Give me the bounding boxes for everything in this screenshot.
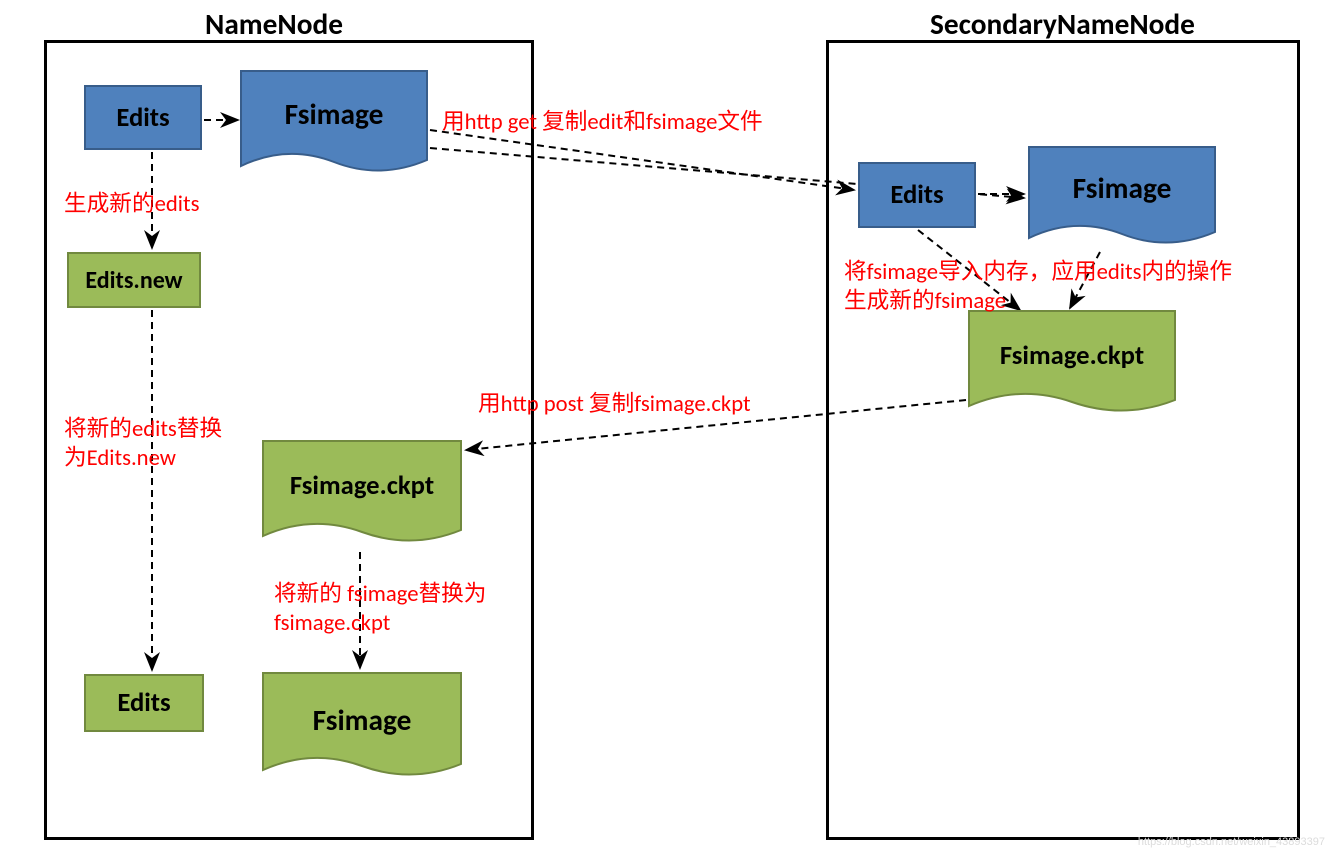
annotation-replace-fsimage: 将新的 fsimage替换为 fsimage.ckpt (274, 580, 504, 639)
node-edits-snn: Edits (858, 162, 976, 228)
node-edits-nn-bottom: Edits (84, 674, 204, 732)
node-fsimage-nn-bottom-label: Fsimage (262, 702, 462, 738)
node-fsimageckpt-nn: Fsimage.ckpt (262, 440, 462, 550)
annotation-http-post: 用http post 复制fsimage.ckpt (478, 390, 838, 419)
annotation-new-edits: 生成新的edits (64, 190, 244, 219)
node-fsimage-nn-bottom: Fsimage (262, 672, 462, 784)
node-fsimage-nn-top: Fsimage (240, 70, 428, 180)
node-edits-snn-label: Edits (890, 179, 943, 211)
watermark-text: https://blog.csdn.net/weixin_43893397 (1138, 836, 1325, 848)
annotation-merge: 将fsimage导入内存，应用edits内的操作 生成新的fsimage (844, 258, 1284, 317)
annotation-http-get: 用http get 复制edit和fsimage文件 (442, 108, 842, 137)
node-fsimage-nn-top-label: Fsimage (240, 96, 428, 132)
node-fsimageckpt-snn: Fsimage.ckpt (968, 310, 1176, 420)
node-fsimage-snn-label: Fsimage (1028, 170, 1216, 206)
node-fsimage-snn: Fsimage (1028, 146, 1216, 252)
node-fsimageckpt-nn-label: Fsimage.ckpt (262, 470, 462, 502)
node-editsnew: Edits.new (67, 252, 201, 308)
node-edits-nn-bottom-label: Edits (117, 687, 170, 719)
namenode-title: NameNode (205, 6, 343, 42)
node-edits-nn-label: Edits (116, 102, 169, 134)
secondary-title: SecondaryNameNode (930, 6, 1195, 42)
node-editsnew-label: Edits.new (85, 266, 182, 295)
node-edits-nn: Edits (84, 85, 202, 150)
annotation-replace-edits: 将新的edits替换为Edits.new (64, 415, 234, 474)
node-fsimageckpt-snn-label: Fsimage.ckpt (968, 340, 1176, 372)
